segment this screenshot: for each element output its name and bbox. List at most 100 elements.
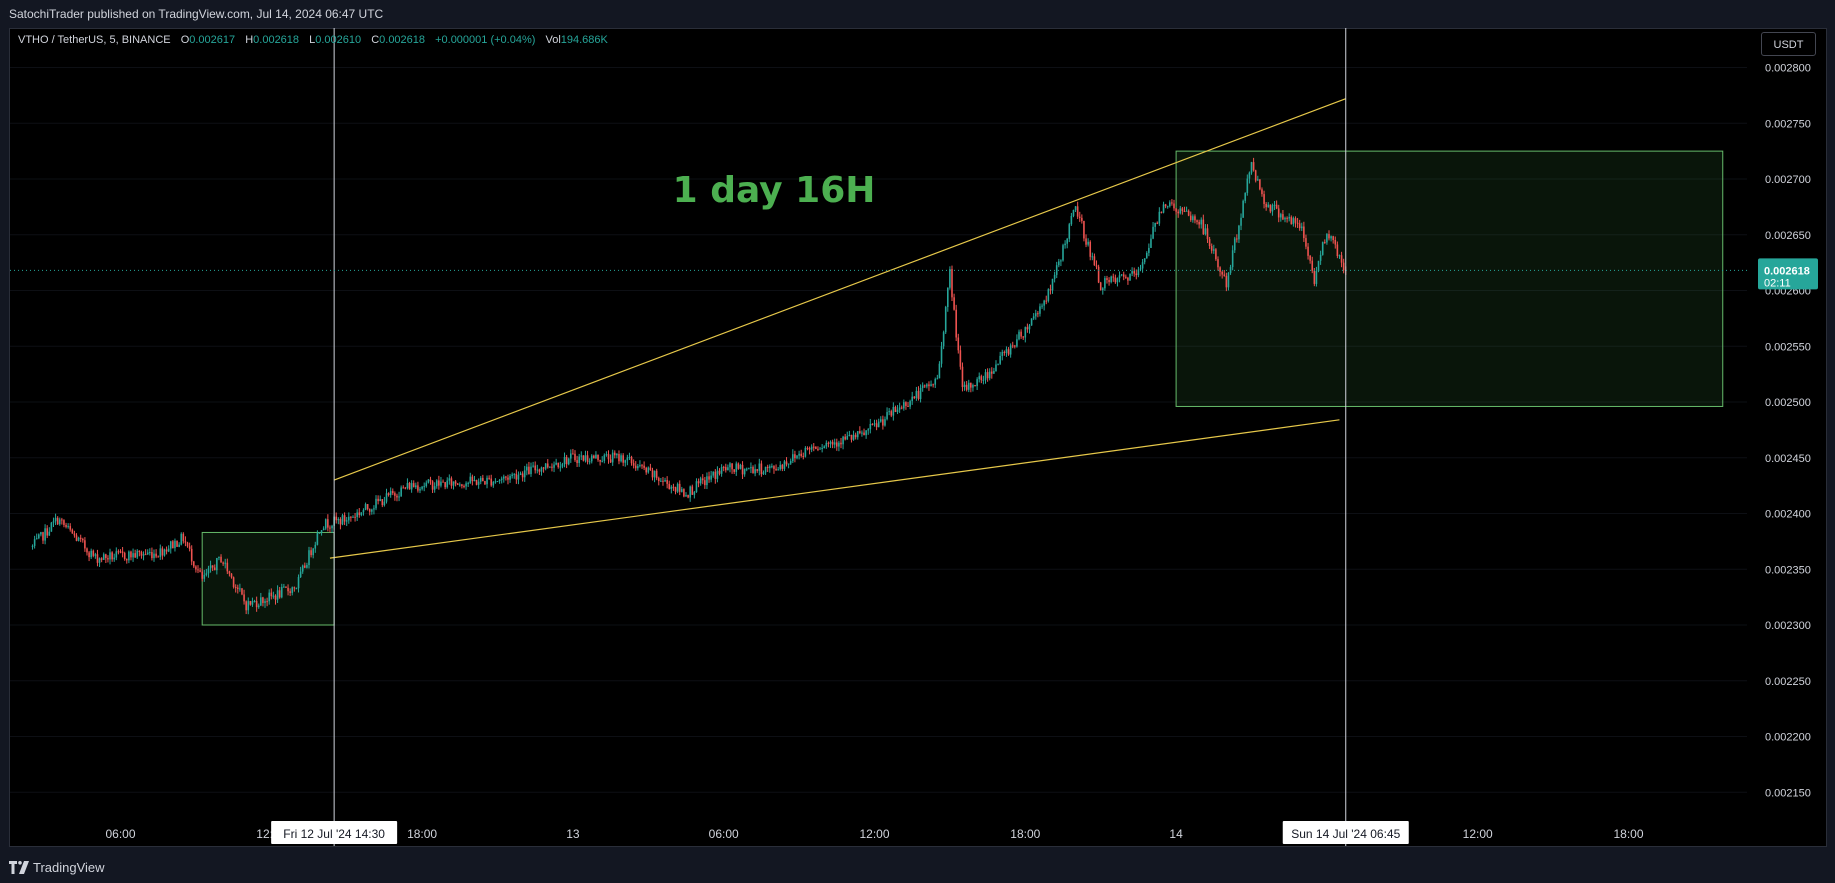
- candle-body: [505, 476, 507, 478]
- candle-body: [990, 371, 993, 374]
- candle-body: [312, 548, 314, 556]
- candle-body: [322, 528, 325, 531]
- candle-body: [308, 550, 310, 566]
- candle-body: [530, 466, 532, 475]
- candle-body: [655, 470, 658, 479]
- candle-body: [626, 457, 629, 461]
- candle-body: [486, 477, 488, 485]
- price-axis-label: 0.002150: [1765, 787, 1811, 799]
- candle-body: [253, 601, 256, 603]
- candle-body: [980, 376, 983, 381]
- candle-body: [1133, 271, 1136, 274]
- candle-body: [228, 571, 231, 574]
- candle-body: [879, 419, 882, 422]
- candle-body: [1062, 245, 1064, 261]
- candle-body: [1244, 192, 1247, 201]
- candle-body: [724, 467, 727, 471]
- candle-body: [882, 419, 884, 426]
- candle-body: [620, 455, 622, 462]
- price-axis-label: 0.002350: [1765, 564, 1811, 576]
- candle-body: [1200, 219, 1203, 225]
- candle-body: [125, 559, 128, 561]
- candle-body: [630, 456, 633, 464]
- candle-body: [1106, 278, 1108, 280]
- candle-body: [507, 477, 509, 480]
- chart-frame[interactable]: [9, 28, 1827, 847]
- candle-body: [94, 554, 97, 556]
- candle-body: [84, 540, 86, 549]
- candle-body: [1139, 268, 1142, 270]
- candle-body: [963, 384, 966, 388]
- candle-body: [1152, 226, 1154, 239]
- candle-body: [1030, 318, 1033, 326]
- candle-body: [775, 468, 777, 471]
- price-axis-label: 0.002800: [1765, 63, 1811, 75]
- candle-body: [454, 481, 457, 484]
- candle-body: [662, 480, 664, 482]
- candle-body: [1141, 262, 1144, 269]
- candle-body: [245, 601, 247, 611]
- candle-body: [1095, 265, 1098, 267]
- candle-body: [157, 556, 159, 558]
- candle-body: [572, 453, 574, 455]
- candle-body: [555, 462, 557, 465]
- candle-body: [582, 455, 585, 461]
- candle-body: [1219, 267, 1221, 272]
- footer-brand[interactable]: TradingView: [33, 860, 105, 875]
- candle-body: [1024, 327, 1027, 338]
- candle-body: [697, 481, 700, 484]
- candle-body: [375, 498, 377, 509]
- candle-body: [681, 489, 683, 492]
- candle-body: [1118, 275, 1121, 279]
- candle-body: [1020, 331, 1022, 337]
- candle-body: [951, 269, 953, 298]
- candle-body: [274, 595, 277, 600]
- candle-body: [230, 573, 233, 578]
- candle-body: [605, 454, 608, 456]
- candle-body: [819, 448, 821, 450]
- candle-body: [144, 554, 147, 556]
- candle-body: [886, 412, 888, 420]
- candle-body: [739, 464, 742, 469]
- candle-body: [1078, 216, 1081, 218]
- candle-body: [907, 405, 909, 407]
- candle-body: [601, 460, 604, 462]
- candle-body: [1135, 273, 1138, 276]
- time-axis-label: 18:00: [407, 827, 437, 841]
- candle-body: [203, 574, 206, 579]
- candle-body: [48, 531, 51, 536]
- candle-body: [149, 552, 151, 554]
- candle-body: [1181, 208, 1184, 212]
- candle-body: [771, 466, 773, 468]
- candle-body: [1183, 211, 1186, 213]
- candle-body: [205, 573, 208, 575]
- candle-body: [802, 456, 805, 458]
- candle-body: [260, 597, 262, 606]
- symbol-title[interactable]: VTHO / TetherUS, 5, BINANCE: [18, 34, 171, 46]
- tradingview-logo-icon[interactable]: [9, 861, 29, 874]
- candle-body: [1093, 256, 1096, 266]
- candle-body: [207, 568, 210, 574]
- candle-body: [82, 539, 84, 541]
- candle-body: [1286, 217, 1288, 219]
- candle-body: [391, 491, 394, 494]
- candle-body: [737, 463, 740, 469]
- candle-body: [678, 483, 681, 492]
- candle-body: [1210, 246, 1213, 251]
- currency-button[interactable]: USDT: [1761, 32, 1816, 56]
- candle-body: [1328, 234, 1330, 239]
- candle-body: [748, 468, 750, 470]
- candle-body: [909, 401, 911, 407]
- candle-body: [1045, 300, 1048, 302]
- candle-body: [1162, 204, 1165, 213]
- candle-body: [1223, 274, 1226, 276]
- candle-body: [930, 384, 932, 387]
- candle-body: [389, 491, 392, 495]
- candle-body: [1037, 313, 1039, 315]
- candle-body: [521, 473, 524, 478]
- candle-body: [517, 475, 520, 480]
- candle-body: [1085, 238, 1087, 245]
- candle-body: [1068, 224, 1071, 239]
- candle-body: [1259, 179, 1261, 190]
